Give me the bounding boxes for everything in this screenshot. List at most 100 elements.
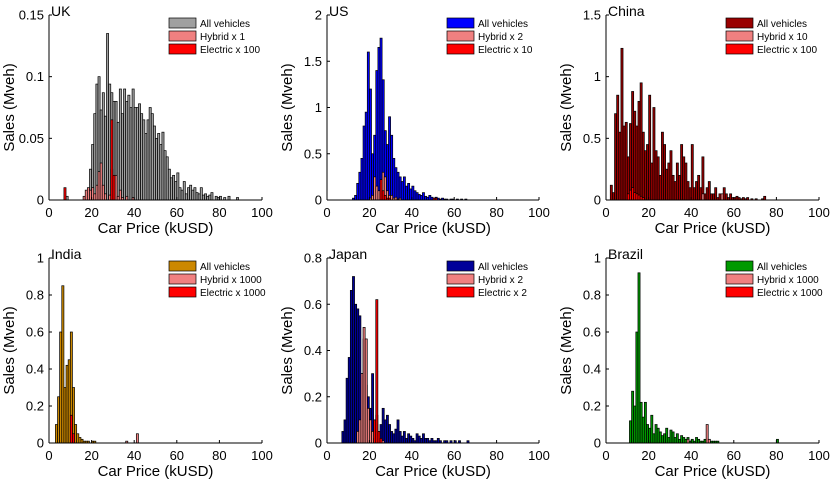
legend-swatch bbox=[446, 17, 475, 29]
legend-swatch bbox=[446, 260, 475, 272]
bar bbox=[379, 438, 383, 444]
x-tick-label: 60 bbox=[727, 448, 741, 463]
y-tick-label: 0 bbox=[37, 436, 44, 451]
bar bbox=[210, 192, 214, 201]
bar bbox=[686, 438, 690, 444]
x-tick-label: 20 bbox=[641, 448, 655, 463]
legend-label: Hybrid x 1 bbox=[200, 32, 245, 43]
x-tick-label: 40 bbox=[405, 448, 419, 463]
y-tick-label: 0.2 bbox=[26, 399, 44, 414]
bar bbox=[701, 193, 705, 201]
x-tick-label: 40 bbox=[684, 205, 698, 220]
x-tick-label: 80 bbox=[212, 205, 226, 220]
legend-swatch bbox=[168, 273, 197, 285]
x-tick-label: 100 bbox=[251, 205, 273, 220]
x-tick-label: 0 bbox=[323, 448, 330, 463]
y-tick-label: 0.15 bbox=[19, 8, 44, 23]
y-tick-label: 0.8 bbox=[304, 251, 322, 266]
x-tick-label: 100 bbox=[251, 448, 273, 463]
legend-swatch bbox=[446, 43, 475, 55]
bar bbox=[375, 299, 379, 444]
series-all-vehicles bbox=[609, 47, 767, 201]
x-tick-label: 40 bbox=[405, 205, 419, 220]
y-tick-label: 0 bbox=[315, 193, 322, 208]
y-tick-label: 1 bbox=[594, 251, 601, 266]
y-tick-label: 0.8 bbox=[26, 288, 44, 303]
legend-label: All vehicles bbox=[478, 19, 528, 30]
x-tick-label: 100 bbox=[808, 448, 830, 463]
x-tick-label: 100 bbox=[528, 205, 550, 220]
x-tick-label: 0 bbox=[602, 205, 609, 220]
legend-label: Electric x 10 bbox=[478, 45, 533, 56]
panel-india: 0 20 40 60 80 100 0 0.2 0.4 0.6 0.8 1 India Car Price… bbox=[1, 246, 273, 480]
legend-label: Electric x 1000 bbox=[200, 288, 266, 299]
x-tick-label: 100 bbox=[528, 448, 550, 463]
x-tick-label: 20 bbox=[84, 448, 98, 463]
bar bbox=[125, 195, 129, 201]
legend-swatch bbox=[725, 30, 754, 42]
y-tick-label: 0.2 bbox=[583, 399, 601, 414]
legend-swatch bbox=[725, 273, 754, 285]
bar bbox=[720, 193, 724, 201]
x-axis-label: Car Price (kUSD) bbox=[98, 220, 214, 237]
legend-swatch bbox=[446, 30, 475, 42]
x-tick-label: 20 bbox=[362, 448, 376, 463]
y-tick-label: 1.5 bbox=[583, 8, 601, 23]
y-tick-label: 0.5 bbox=[304, 146, 322, 161]
legend-swatch bbox=[168, 30, 197, 42]
x-tick-label: 60 bbox=[170, 205, 184, 220]
panel-title: UK bbox=[51, 3, 71, 19]
x-tick-label: 20 bbox=[362, 205, 376, 220]
y-tick-label: 0.05 bbox=[19, 131, 44, 146]
legend-label: Hybrid x 1000 bbox=[757, 275, 819, 286]
x-axis-label: Car Price (kUSD) bbox=[655, 463, 771, 480]
legend-swatch bbox=[446, 286, 475, 298]
panel-title: Brazil bbox=[608, 246, 643, 262]
legend-swatch bbox=[168, 17, 197, 29]
legend-swatch bbox=[168, 286, 197, 298]
legend-label: Hybrid x 2 bbox=[478, 275, 523, 286]
y-axis-label: Sales (Mveh) bbox=[279, 306, 296, 394]
y-axis-label: Sales (Mveh) bbox=[279, 63, 296, 151]
bar bbox=[112, 174, 116, 201]
y-tick-label: 1.5 bbox=[304, 54, 322, 69]
bar bbox=[227, 195, 231, 201]
x-tick-label: 80 bbox=[769, 205, 783, 220]
panel-us: 0 20 40 60 80 100 0 0.5 1 1.5 2 US Car Price (kUSD) S… bbox=[279, 3, 550, 237]
panel-title: China bbox=[608, 3, 645, 19]
y-tick-label: 0.6 bbox=[304, 297, 322, 312]
legend: All vehicles Hybrid x 10 Electric x 100 bbox=[724, 16, 818, 57]
panel-title: India bbox=[51, 246, 82, 262]
y-tick-label: 0.6 bbox=[26, 325, 44, 340]
x-axis-label: Car Price (kUSD) bbox=[655, 220, 771, 237]
y-tick-label: 0.1 bbox=[26, 69, 44, 84]
legend: All vehicles Hybrid x 1 Electric x 100 bbox=[167, 16, 261, 57]
x-tick-label: 80 bbox=[769, 448, 783, 463]
x-tick-label: 0 bbox=[602, 448, 609, 463]
x-tick-label: 40 bbox=[127, 448, 141, 463]
x-tick-label: 40 bbox=[684, 448, 698, 463]
panel-uk: 0 20 40 60 80 100 0 0.05 0.1 0.15 UK Car Price (kUS… bbox=[1, 3, 273, 237]
legend-label: All vehicles bbox=[200, 262, 250, 273]
panel-title: US bbox=[329, 3, 348, 19]
x-tick-label: 20 bbox=[84, 205, 98, 220]
legend-label: All vehicles bbox=[757, 262, 807, 273]
x-tick-label: 60 bbox=[727, 205, 741, 220]
panel-china: 0 20 40 60 80 100 0 0.5 1 1.5 China Car Price (kUSD… bbox=[558, 3, 830, 237]
x-tick-label: 20 bbox=[641, 205, 655, 220]
series-all-vehicles bbox=[629, 272, 779, 444]
legend: All vehicles Hybrid x 1000 Electric x 1000 bbox=[724, 259, 823, 300]
legend-label: Hybrid x 2 bbox=[478, 32, 523, 43]
y-tick-label: 0.8 bbox=[583, 288, 601, 303]
legend-label: Electric x 1000 bbox=[757, 288, 823, 299]
bar bbox=[135, 433, 139, 444]
panel-brazil: 0 20 40 60 80 100 0 0.2 0.4 0.6 0.8 1 Brazil Car Pric… bbox=[558, 246, 830, 480]
legend-swatch bbox=[725, 17, 754, 29]
x-tick-label: 80 bbox=[212, 448, 226, 463]
x-tick-label: 80 bbox=[489, 448, 503, 463]
y-tick-label: 1 bbox=[315, 100, 322, 115]
x-axis-label: Car Price (kUSD) bbox=[98, 463, 214, 480]
legend-swatch bbox=[725, 43, 754, 55]
y-tick-label: 0.4 bbox=[26, 362, 44, 377]
